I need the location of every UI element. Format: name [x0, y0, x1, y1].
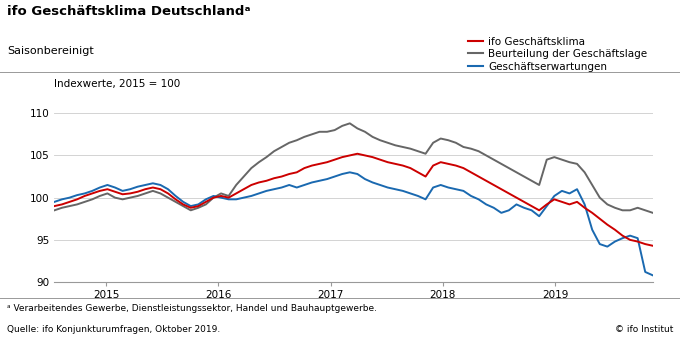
Text: Indexwerte, 2015 = 100: Indexwerte, 2015 = 100	[54, 79, 181, 89]
Text: © ifo Institut: © ifo Institut	[615, 325, 673, 334]
Text: Saisonbereinigt: Saisonbereinigt	[7, 46, 94, 56]
Text: ᵃ Verarbeitendes Gewerbe, Dienstleistungssektor, Handel und Bauhauptgewerbe.: ᵃ Verarbeitendes Gewerbe, Dienstleistung…	[7, 304, 377, 313]
Text: ifo Geschäftsklima Deutschlandᵃ: ifo Geschäftsklima Deutschlandᵃ	[7, 5, 250, 18]
Text: Quelle: ifo Konjunkturumfragen, Oktober 2019.: Quelle: ifo Konjunkturumfragen, Oktober …	[7, 325, 220, 334]
Legend: ifo Geschäftsklima, Beurteilung der Geschäftslage, Geschäftserwartungen: ifo Geschäftsklima, Beurteilung der Gesc…	[468, 36, 647, 72]
